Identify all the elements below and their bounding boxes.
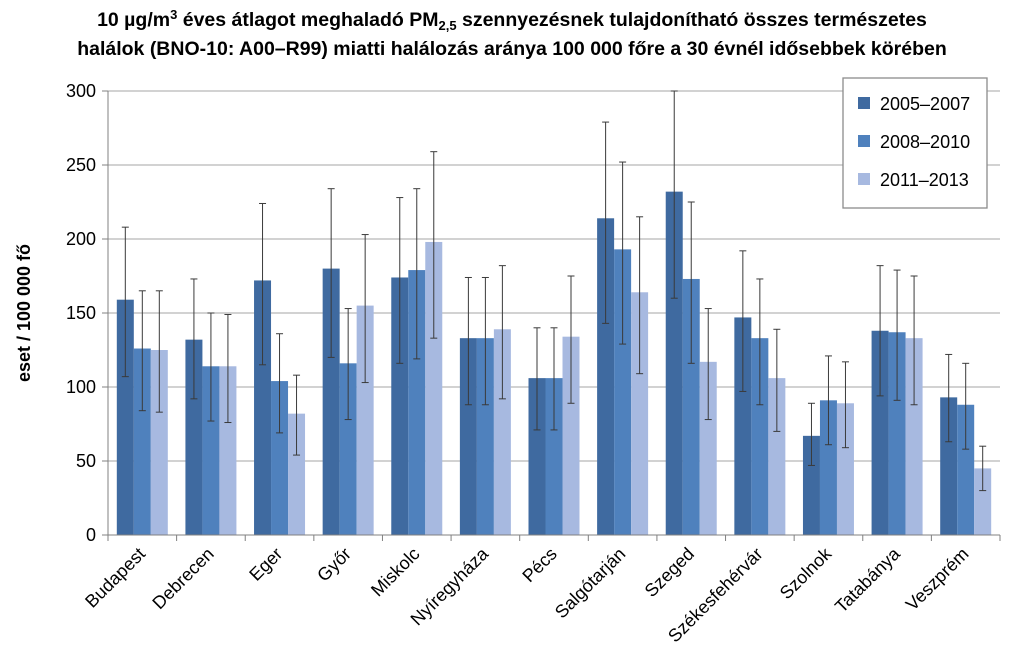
- bar: [391, 277, 409, 535]
- y-tick-label: 200: [66, 229, 96, 249]
- bar: [219, 366, 237, 535]
- bar: [665, 191, 683, 535]
- bar: [819, 400, 837, 535]
- title-subscript: 2,5: [438, 18, 457, 33]
- bar: [545, 378, 563, 535]
- title-text-part: éves átlagot meghaladó PM: [177, 9, 439, 31]
- bar: [288, 413, 306, 535]
- bar: [597, 218, 615, 535]
- legend-swatch: [858, 135, 870, 147]
- bar: [802, 435, 820, 535]
- bar: [322, 268, 340, 535]
- bar: [254, 280, 272, 535]
- legend: 2005–2007 2008–2010 2011–2013: [842, 77, 988, 209]
- x-category-label: Szeged: [641, 544, 698, 601]
- y-tick-label: 150: [66, 303, 96, 323]
- bar: [871, 330, 889, 535]
- bar: [562, 336, 580, 535]
- y-tick-labels: 0 50 100 150 200 250 300: [66, 81, 96, 545]
- bar: [836, 403, 854, 535]
- y-tick-label: 100: [66, 377, 96, 397]
- legend-swatch: [858, 97, 870, 109]
- title-text-part: 10 µg/m: [97, 9, 171, 31]
- y-axis-title: eset / 100 000 fő: [14, 244, 34, 382]
- bars: [116, 191, 992, 536]
- chart-title: 10 µg/m3 éves átlagot meghaladó PM2,5 sz…: [0, 6, 1024, 64]
- bar: [768, 378, 786, 535]
- bar: [116, 299, 134, 535]
- bar: [528, 378, 546, 535]
- bar: [271, 381, 289, 535]
- bar: [425, 241, 443, 535]
- chart-title-line1: 10 µg/m3 éves átlagot meghaladó PM2,5 sz…: [0, 6, 1024, 35]
- legend-label: 2008–2010: [880, 132, 970, 152]
- bar: [408, 270, 426, 535]
- bar: [699, 361, 717, 535]
- legend-label: 2011–2013: [880, 170, 969, 190]
- x-category-labels: Budapest Debrecen Eger Győr MiskolcNyíregyhá…: [81, 543, 972, 646]
- bar: [682, 278, 700, 535]
- axes: [102, 90, 1001, 541]
- legend-label: 2005–2007: [880, 94, 970, 114]
- bar: [185, 339, 203, 535]
- y-tick-label: 0: [86, 525, 96, 545]
- y-tick-label: 50: [76, 451, 96, 471]
- x-category-label: Eger: [245, 544, 286, 585]
- error-bars: [121, 90, 987, 492]
- x-category-label: Budapest: [81, 544, 149, 612]
- x-category-label: Miskolc: [367, 544, 424, 601]
- bar: [614, 249, 632, 536]
- bar: [940, 397, 958, 535]
- bar: [974, 468, 992, 535]
- x-category-label: Debrecen: [148, 544, 217, 613]
- bar: [493, 329, 511, 535]
- bar: [356, 305, 374, 535]
- x-category-label: Tatabánya: [831, 543, 905, 617]
- chart-title-line2: halálok (BNO-10: A00–R99) miatti haláloz…: [77, 38, 947, 60]
- bar: [888, 332, 906, 535]
- bar: [751, 338, 769, 535]
- bar: [133, 348, 151, 535]
- x-category-label: Győr: [313, 544, 355, 586]
- x-category-label: Szolnok: [776, 543, 836, 603]
- x-category-label: Veszprém: [902, 544, 973, 615]
- legend-items: 2005–2007 2008–2010 2011–2013: [858, 94, 970, 190]
- bar: [957, 404, 975, 535]
- bar: [459, 338, 477, 535]
- bar: [150, 350, 168, 535]
- title-text-part: szennyezésnek tulajdonítható összes term…: [456, 9, 927, 31]
- bar: [734, 317, 752, 535]
- bar: [631, 292, 649, 535]
- y-tick-label: 300: [66, 81, 96, 101]
- x-category-label: Salgótarján: [551, 544, 630, 623]
- legend-swatch: [858, 173, 870, 185]
- title-superscript: 3: [170, 7, 178, 22]
- x-category-label: Pécs: [518, 544, 560, 586]
- y-tick-label: 250: [66, 155, 96, 175]
- bar: [202, 366, 220, 535]
- bar: [339, 363, 357, 535]
- bar: [476, 338, 494, 535]
- bar: [905, 338, 923, 535]
